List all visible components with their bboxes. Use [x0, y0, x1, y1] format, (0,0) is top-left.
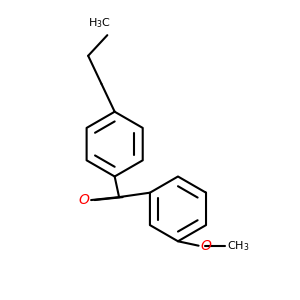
Text: O: O [78, 193, 89, 207]
Text: H$_3$C: H$_3$C [88, 16, 111, 30]
Text: CH$_3$: CH$_3$ [226, 239, 249, 253]
Text: O: O [200, 239, 211, 253]
